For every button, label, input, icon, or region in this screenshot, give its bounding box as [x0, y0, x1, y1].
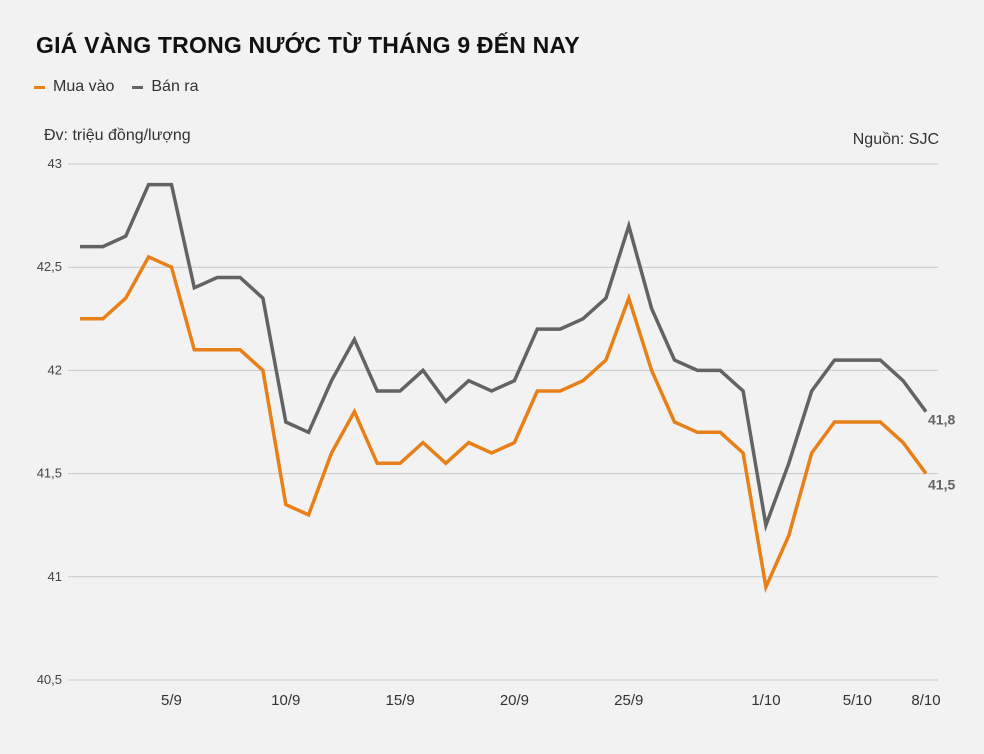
legend-swatch-sell	[132, 85, 144, 89]
y-tick-label: 42,5	[37, 259, 62, 274]
end-labels: 41,5 41,8	[928, 412, 955, 493]
y-tick-label: 43	[48, 156, 62, 171]
series-line-mua-vao	[80, 254, 928, 594]
series-layer	[80, 182, 928, 594]
x-tick-label: 15/9	[386, 692, 415, 709]
x-axis: 5/9 10/9 15/9 20/9 25/9 1/10 5/10 8/10	[161, 692, 941, 709]
legend: Mua vào Bán ra	[34, 78, 199, 96]
x-tick-label: 20/9	[500, 692, 529, 709]
chart-title: GIÁ VÀNG TRONG NƯỚC TỪ THÁNG 9 ĐẾN NAY	[36, 32, 580, 58]
end-label-ban-ra: 41,8	[928, 412, 955, 428]
source-label: Nguồn: SJC	[852, 131, 939, 148]
series-line-ban-ra	[80, 182, 928, 532]
y-tick-label: 41,5	[37, 466, 62, 481]
y-axis: 40,5 41 41,5 42 42,5 43	[37, 156, 62, 687]
x-tick-label: 8/10	[911, 692, 940, 709]
legend-item-buy: Mua vào	[34, 78, 114, 96]
y-tick-label: 41	[48, 569, 62, 584]
legend-label-buy: Mua vào	[53, 78, 115, 95]
legend-item-sell: Bán ra	[132, 78, 199, 96]
x-tick-label: 25/9	[614, 692, 643, 709]
grid-layer	[68, 163, 938, 681]
x-tick-label: 5/10	[843, 692, 872, 709]
legend-swatch-buy	[34, 85, 45, 89]
y-tick-label: 40,5	[37, 672, 62, 687]
x-tick-label: 5/9	[161, 692, 182, 709]
unit-label: Đv: triệu đồng/lượng	[44, 127, 191, 144]
end-label-mua-vao: 41,5	[928, 477, 955, 493]
y-tick-label: 42	[48, 362, 62, 377]
legend-label-sell: Bán ra	[151, 78, 199, 95]
x-tick-label: 1/10	[751, 692, 780, 709]
x-tick-label: 10/9	[271, 692, 300, 709]
